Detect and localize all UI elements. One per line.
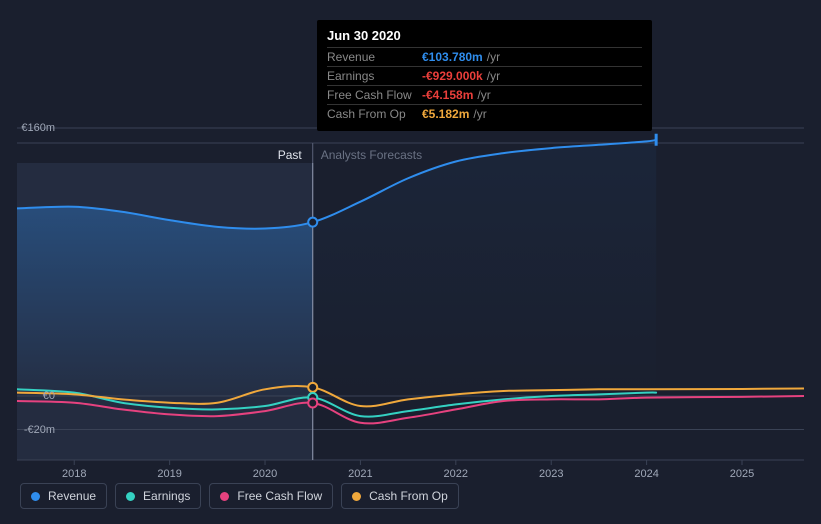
tooltip-row-value: €5.182m (422, 107, 469, 121)
legend-item-revenue[interactable]: Revenue (20, 483, 107, 509)
tooltip-row-unit: /yr (487, 69, 500, 83)
y-axis-label: €160m (21, 122, 55, 134)
legend-item-fcf[interactable]: Free Cash Flow (209, 483, 333, 509)
tooltip-row-label: Earnings (327, 69, 422, 83)
legend-label: Revenue (48, 489, 96, 503)
x-axis-label: 2025 (730, 468, 754, 480)
tooltip-row-label: Free Cash Flow (327, 88, 422, 102)
tooltip-row-value: -€4.158m (422, 88, 473, 102)
x-axis-label: 2020 (253, 468, 277, 480)
tooltip-row-label: Cash From Op (327, 107, 422, 121)
tooltip-row-value: €103.780m (422, 50, 483, 64)
legend-item-earnings[interactable]: Earnings (115, 483, 201, 509)
legend-swatch (352, 492, 361, 501)
tooltip-row-value: -€929.000k (422, 69, 483, 83)
tooltip-row-label: Revenue (327, 50, 422, 64)
legend-swatch (31, 492, 40, 501)
legend-label: Cash From Op (369, 489, 448, 503)
legend-label: Earnings (143, 489, 190, 503)
tooltip-row-unit: /yr (477, 88, 490, 102)
y-axis-label: €0 (43, 390, 55, 402)
chart-legend: Revenue Earnings Free Cash Flow Cash From O… (20, 483, 459, 509)
tooltip-row: Earnings-€929.000k/yr (327, 67, 642, 86)
x-axis-label: 2022 (444, 468, 468, 480)
y-axis-label: -€20m (24, 424, 55, 436)
legend-label: Free Cash Flow (237, 489, 322, 503)
cursor-marker (308, 398, 317, 407)
chart-tooltip: Jun 30 2020 Revenue€103.780m/yrEarnings-… (317, 20, 652, 131)
tooltip-row-unit: /yr (473, 107, 486, 121)
cursor-marker (308, 383, 317, 392)
financials-chart: Jun 30 2020 Revenue€103.780m/yrEarnings-… (17, 0, 804, 524)
legend-swatch (220, 492, 229, 501)
legend-swatch (126, 492, 135, 501)
x-axis-label: 2021 (348, 468, 372, 480)
tooltip-date: Jun 30 2020 (327, 28, 642, 48)
x-axis-label: 2019 (157, 468, 181, 480)
tooltip-row: Cash From Op€5.182m/yr (327, 105, 642, 123)
tooltip-row: Revenue€103.780m/yr (327, 48, 642, 67)
x-axis-label: 2023 (539, 468, 563, 480)
x-axis-label: 2024 (634, 468, 658, 480)
legend-item-cfo[interactable]: Cash From Op (341, 483, 459, 509)
cursor-marker (308, 218, 317, 227)
x-axis-label: 2018 (62, 468, 86, 480)
tooltip-row: Free Cash Flow-€4.158m/yr (327, 86, 642, 105)
tooltip-row-unit: /yr (487, 50, 500, 64)
